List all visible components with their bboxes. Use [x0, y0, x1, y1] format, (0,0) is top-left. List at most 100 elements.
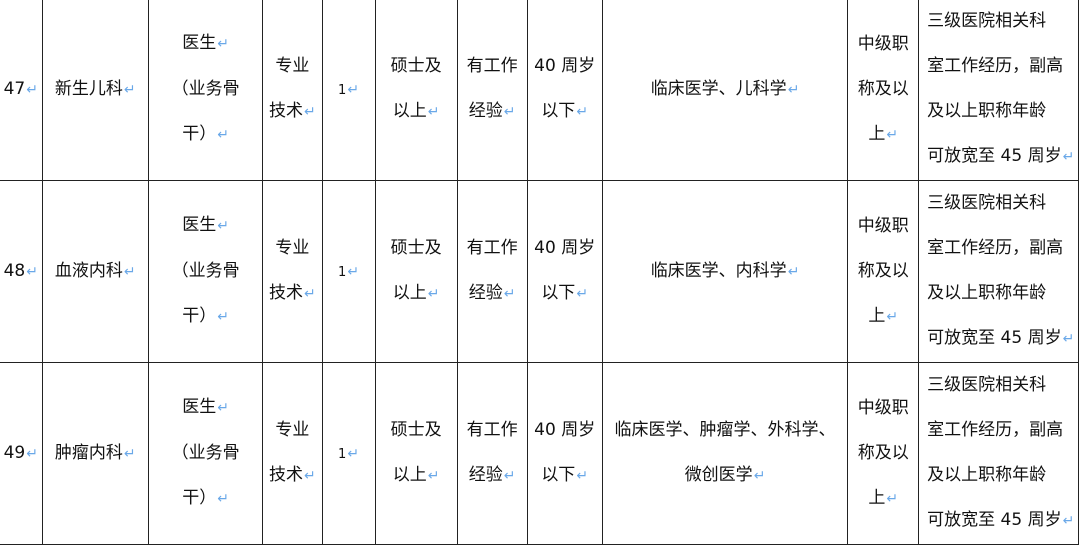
cell-text: 临床医学、肿瘤学、外科学、 [614, 420, 836, 440]
cell-major: 临床医学、肿瘤学、外科学、微创医学↵ [601, 362, 849, 545]
cell-text: 室工作经历，副高 [927, 56, 1064, 76]
cell-line: 新生儿科↵ [43, 67, 147, 113]
cell-line: 技术↵ [264, 89, 321, 135]
cell-text: （业务骨 [171, 79, 240, 99]
paragraph-return-icon: ↵ [217, 400, 229, 416]
paragraph-return-icon: ↵ [217, 36, 229, 52]
cell-text: 1 [338, 446, 347, 462]
cell-department: 新生儿科↵ [41, 0, 150, 181]
paragraph-return-icon: ↵ [886, 126, 899, 143]
cell-notes: 三级医院相关科 室工作经历，副高 及以上职称年龄 可放宽至 45 周岁↵ [918, 362, 1079, 545]
cell-text: 专业 [275, 238, 310, 258]
cell-education: 硕士及 以上↵ [374, 180, 458, 363]
cell-text: 硕士及 [390, 238, 442, 258]
cell-index: 49↵ [0, 362, 43, 545]
cell-text: 新生儿科 [54, 78, 123, 99]
table-row: 47↵ 新生儿科↵ 医生↵ （业务骨 干）↵ 专业 技术↵ 1↵ 硕士及 以上↵ 有工作 经验↵ 40 … [0, 0, 1079, 181]
paragraph-return-icon: ↵ [303, 468, 316, 484]
cell-line: 干）↵ [150, 112, 262, 158]
cell-text: 经验 [468, 101, 503, 121]
cell-text: 以上 [392, 465, 427, 485]
cell-line: 40 周岁 [528, 44, 601, 89]
cell-line: 经验↵ [458, 453, 526, 499]
table-row: 48↵ 血液内科↵ 医生↵ （业务骨 干）↵ 专业 技术↵ 1↵ 硕士及 以上↵ 有工作 经验↵ 40 … [0, 180, 1079, 363]
cell-text: 经验 [468, 465, 503, 485]
paragraph-return-icon: ↵ [123, 263, 136, 280]
cell-age: 40 周岁 以下↵ [526, 0, 603, 181]
cell-line: 称及以 [849, 431, 918, 476]
paragraph-return-icon: ↵ [217, 309, 229, 325]
cell-line: 以下↵ [528, 271, 601, 317]
cell-line: 室工作经历，副高 [927, 226, 1077, 271]
cell-line: （业务骨 [150, 431, 262, 476]
cell-major: 临床医学、儿科学↵ [601, 0, 849, 181]
cell-line: 40 周岁 [528, 408, 601, 453]
cell-count: 1↵ [321, 362, 376, 545]
cell-text: 技术 [268, 465, 303, 485]
cell-line: 及以上职称年龄 [927, 89, 1077, 134]
cell-text: 中级职 [857, 215, 909, 236]
cell-line: 微创医学↵ [603, 453, 847, 499]
cell-department: 肿瘤内科↵ [41, 362, 150, 545]
cell-text: 以下 [541, 465, 576, 485]
cell-text: 以上 [392, 101, 427, 121]
cell-line: 有工作 [458, 44, 526, 89]
cell-text: 及以上职称年龄 [927, 283, 1047, 303]
cell-text: 49 [3, 442, 26, 463]
paragraph-return-icon: ↵ [217, 127, 229, 143]
cell-line: 以下↵ [528, 89, 601, 135]
cell-text: 上 [868, 123, 886, 144]
cell-text: 可放宽至 45 周岁 [927, 146, 1062, 166]
cell-line: 血液内科↵ [43, 249, 147, 295]
cell-line: （业务骨 [150, 249, 262, 294]
cell-text: 及以上职称年龄 [927, 101, 1047, 121]
paragraph-return-icon: ↵ [217, 491, 229, 507]
cell-line: 干）↵ [150, 294, 262, 340]
cell-line: 临床医学、肿瘤学、外科学、 [603, 408, 847, 453]
cell-line: 47↵ [0, 67, 41, 113]
cell-line: 中级职 [849, 204, 918, 249]
cell-text: 血液内科 [54, 260, 123, 281]
cell-text: 医生 [182, 397, 217, 417]
paragraph-return-icon: ↵ [26, 445, 38, 462]
cell-text: 技术 [268, 101, 303, 121]
cell-text: 以下 [541, 101, 576, 121]
cell-text: 室工作经历，副高 [927, 420, 1064, 440]
cell-notes: 三级医院相关科 室工作经历，副高 及以上职称年龄 可放宽至 45 周岁↵ [918, 0, 1079, 181]
cell-text: 有工作 [466, 56, 518, 76]
cell-text: 临床医学、儿科学 [650, 78, 787, 99]
cell-text: 室工作经历，副高 [927, 238, 1064, 258]
cell-line: 及以上职称年龄 [927, 453, 1077, 498]
cell-line: 医生↵ [150, 203, 262, 249]
paragraph-return-icon: ↵ [26, 81, 38, 98]
cell-category: 专业 技术↵ [262, 0, 323, 181]
cell-text: 及以上职称年龄 [927, 465, 1047, 485]
paragraph-return-icon: ↵ [576, 104, 589, 120]
cell-index: 48↵ [0, 180, 43, 363]
cell-text: 可放宽至 45 周岁 [927, 510, 1062, 530]
paragraph-return-icon: ↵ [217, 218, 229, 234]
cell-line: 三级医院相关科 [927, 0, 1077, 44]
cell-category: 专业技术↵ [262, 362, 323, 545]
paragraph-return-icon: ↵ [753, 468, 766, 484]
cell-line: 及以上职称年龄 [927, 271, 1077, 316]
cell-line: 以上↵ [376, 89, 456, 135]
cell-line: 上↵ [849, 112, 918, 158]
cell-line: 以上↵ [376, 453, 456, 499]
paragraph-return-icon: ↵ [576, 468, 589, 484]
cell-line: 1↵ [323, 249, 374, 295]
cell-line: 干）↵ [150, 476, 262, 522]
paragraph-return-icon: ↵ [427, 468, 440, 484]
cell-text: 干） [182, 124, 217, 144]
cell-line: 室工作经历，副高 [927, 44, 1077, 89]
cell-line: 肿瘤内科↵ [43, 431, 147, 477]
cell-line: 硕士及 [376, 408, 456, 453]
cell-line: 40 周岁 [528, 226, 601, 271]
cell-text: 硕士及 [390, 56, 442, 76]
cell-line: 硕士及 [376, 44, 456, 89]
cell-text: 有工作 [466, 238, 518, 258]
paragraph-return-icon: ↵ [427, 104, 440, 120]
cell-line: （业务骨 [150, 67, 262, 112]
cell-text: 专业 [275, 420, 310, 440]
cell-text: 47 [3, 78, 26, 99]
